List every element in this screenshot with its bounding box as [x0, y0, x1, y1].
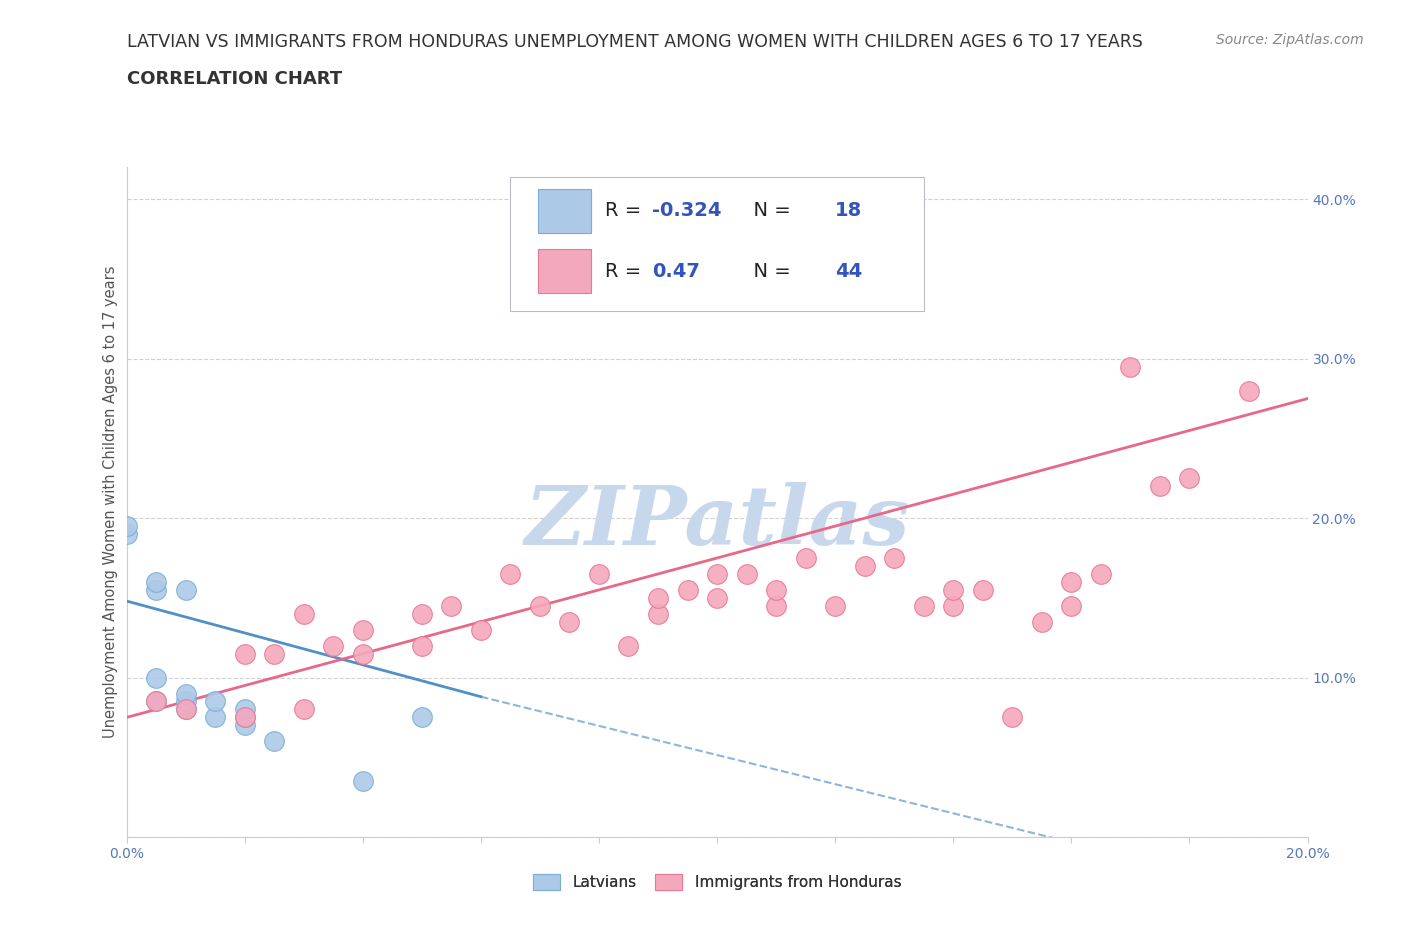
Point — [529, 598, 551, 613]
Text: 0.47: 0.47 — [652, 261, 700, 281]
Point — [470, 622, 492, 637]
Point — [1060, 598, 1083, 613]
Point — [233, 710, 256, 724]
Point — [647, 606, 669, 621]
Point — [233, 646, 256, 661]
Point — [411, 606, 433, 621]
Point — [174, 702, 197, 717]
Point — [174, 702, 197, 717]
Point — [174, 694, 197, 709]
Bar — [537, 249, 591, 293]
Point — [558, 615, 581, 630]
Point — [853, 559, 876, 574]
Point — [440, 598, 463, 613]
Text: N =: N = — [741, 202, 797, 220]
Point — [794, 551, 817, 565]
Point — [499, 566, 522, 581]
Point — [1001, 710, 1024, 724]
Point — [411, 638, 433, 653]
Point — [322, 638, 344, 653]
Point — [765, 582, 787, 597]
Point — [145, 575, 167, 590]
Point — [942, 582, 965, 597]
Point — [706, 566, 728, 581]
Point — [352, 646, 374, 661]
Point — [1031, 615, 1053, 630]
Point — [145, 582, 167, 597]
Text: R =: R = — [605, 261, 654, 281]
Text: -0.324: -0.324 — [652, 202, 721, 220]
Point — [647, 591, 669, 605]
Text: 18: 18 — [835, 202, 862, 220]
Point — [352, 622, 374, 637]
Point — [263, 646, 285, 661]
Point — [115, 526, 138, 541]
Point — [706, 591, 728, 605]
Point — [1178, 471, 1201, 485]
Point — [1060, 575, 1083, 590]
Point — [1149, 479, 1171, 494]
Point — [174, 686, 197, 701]
Point — [204, 694, 226, 709]
Point — [912, 598, 935, 613]
Point — [233, 702, 256, 717]
Point — [735, 566, 758, 581]
Text: 44: 44 — [835, 261, 862, 281]
Point — [233, 710, 256, 724]
Point — [145, 694, 167, 709]
Point — [292, 702, 315, 717]
Point — [174, 582, 197, 597]
Text: CORRELATION CHART: CORRELATION CHART — [127, 70, 342, 87]
Legend: Latvians, Immigrants from Honduras: Latvians, Immigrants from Honduras — [527, 868, 907, 897]
Point — [765, 598, 787, 613]
Point — [145, 671, 167, 685]
Point — [1119, 359, 1142, 374]
Text: R =: R = — [605, 202, 647, 220]
Point — [676, 582, 699, 597]
Text: N =: N = — [741, 261, 797, 281]
Point — [411, 710, 433, 724]
Point — [617, 638, 640, 653]
Point — [824, 598, 846, 613]
Bar — [537, 189, 591, 232]
Point — [883, 551, 905, 565]
Point — [204, 710, 226, 724]
Text: LATVIAN VS IMMIGRANTS FROM HONDURAS UNEMPLOYMENT AMONG WOMEN WITH CHILDREN AGES : LATVIAN VS IMMIGRANTS FROM HONDURAS UNEM… — [127, 33, 1143, 50]
Point — [233, 718, 256, 733]
Point — [292, 606, 315, 621]
Point — [972, 582, 994, 597]
Point — [352, 774, 374, 789]
Text: Source: ZipAtlas.com: Source: ZipAtlas.com — [1216, 33, 1364, 46]
Point — [145, 694, 167, 709]
Point — [115, 519, 138, 534]
Point — [263, 734, 285, 749]
Point — [1237, 383, 1260, 398]
FancyBboxPatch shape — [510, 178, 924, 312]
Text: ZIPatlas: ZIPatlas — [524, 483, 910, 563]
Point — [1090, 566, 1112, 581]
Point — [588, 566, 610, 581]
Point — [942, 598, 965, 613]
Y-axis label: Unemployment Among Women with Children Ages 6 to 17 years: Unemployment Among Women with Children A… — [103, 266, 118, 738]
